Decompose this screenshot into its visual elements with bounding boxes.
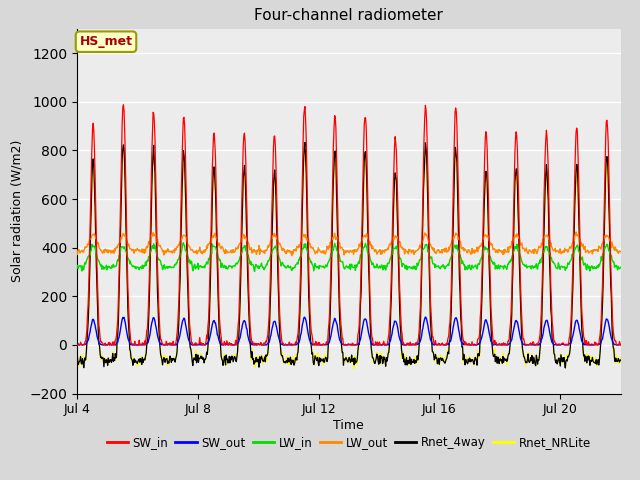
Y-axis label: Solar radiation (W/m2): Solar radiation (W/m2) — [11, 140, 24, 282]
Text: HS_met: HS_met — [79, 35, 132, 48]
Title: Four-channel radiometer: Four-channel radiometer — [254, 9, 444, 24]
X-axis label: Time: Time — [333, 419, 364, 432]
Legend: SW_in, SW_out, LW_in, LW_out, Rnet_4way, Rnet_NRLite: SW_in, SW_out, LW_in, LW_out, Rnet_4way,… — [102, 431, 596, 454]
